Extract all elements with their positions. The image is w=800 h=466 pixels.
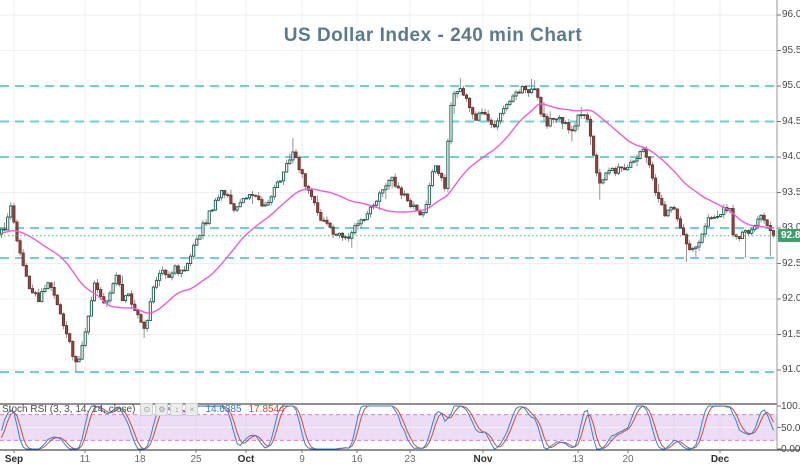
indicator-tick-label: 100.0000 xyxy=(781,401,800,412)
chart-title: US Dollar Index - 240 min Chart xyxy=(283,25,583,46)
time-tick-label: 23 xyxy=(404,454,416,465)
time-tick-label: 18 xyxy=(134,454,146,465)
time-tick-label: Sep xyxy=(4,454,24,465)
price-tick-label: 94.50 xyxy=(782,115,800,127)
time-tick-label: 20 xyxy=(622,454,634,465)
time-tick-label: Nov xyxy=(473,454,493,465)
move-icon[interactable]: ↕ xyxy=(170,403,184,416)
price-tick-label: 95.50 xyxy=(782,44,800,56)
time-tick-label: 9 xyxy=(299,454,305,465)
indicator-d-value: 17.8544 xyxy=(248,404,285,415)
indicator-toolbar: ⊙ ⚙ ↕ × xyxy=(140,403,199,416)
time-tick-label: Dec xyxy=(710,454,730,465)
last-price-badge: 92.89 xyxy=(778,228,800,242)
price-tick-label: 92.50 xyxy=(782,257,800,269)
indicator-k-value: 14.6385 xyxy=(205,404,242,415)
price-tick-label: 96.00 xyxy=(782,9,800,20)
indicator-legend: Stoch RSI (3, 3, 14, 14, close) ⊙ ⚙ ↕ × 14.… xyxy=(2,403,285,416)
price-tick-label: 92.00 xyxy=(782,293,800,304)
price-tick-label: 93.00 xyxy=(782,222,800,233)
time-tick-label: 25 xyxy=(190,454,202,465)
price-tick-label: 91.00 xyxy=(782,364,800,375)
close-icon[interactable]: × xyxy=(185,403,199,416)
price-tick-label: 94.00 xyxy=(782,151,800,162)
price-tick-label: 93.50 xyxy=(782,186,800,198)
time-tick-label: 11 xyxy=(79,454,91,465)
eye-icon[interactable]: ⊙ xyxy=(140,403,154,416)
gear-icon[interactable]: ⚙ xyxy=(155,403,169,416)
time-tick-label: 13 xyxy=(572,454,584,465)
price-tick-label: 95.00 xyxy=(782,80,800,91)
time-tick-label: Oct xyxy=(237,454,255,465)
time-tick-label: 16 xyxy=(351,454,363,465)
indicator-name: Stoch RSI (3, 3, 14, 14, close) xyxy=(2,404,136,415)
indicator-tick-label: 50.0000 xyxy=(781,422,800,434)
price-tick-label: 91.50 xyxy=(782,328,800,340)
indicator-tick-label: 0.0000 xyxy=(781,444,800,455)
